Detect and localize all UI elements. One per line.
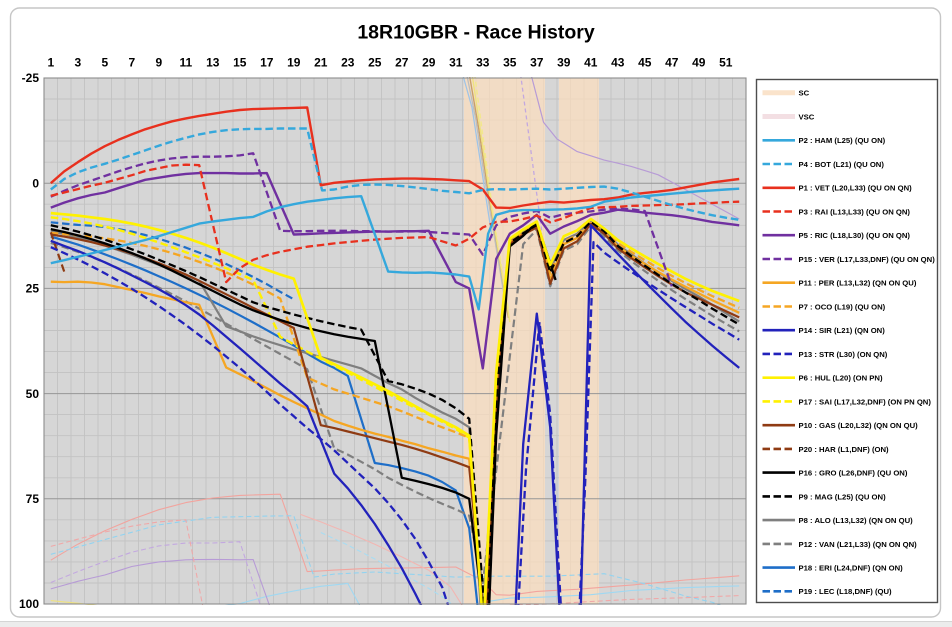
svg-text:27: 27 [395, 56, 409, 70]
svg-text:P17 : SAI (L17,L32,DNF) (ON PN: P17 : SAI (L17,L32,DNF) (ON PN QN) [799, 397, 932, 406]
svg-text:P4 : BOT (L21) (QU ON): P4 : BOT (L21) (QU ON) [799, 160, 885, 169]
svg-text:5: 5 [101, 56, 108, 70]
svg-text:P5 : RIC (L18,L30) (QU ON QN): P5 : RIC (L18,L30) (QU ON QN) [799, 231, 911, 240]
svg-text:18R10GBR - Race History: 18R10GBR - Race History [357, 22, 594, 44]
svg-text:P10 : GAS (L20,L32) (QN ON QU): P10 : GAS (L20,L32) (QN ON QU) [799, 421, 919, 430]
svg-text:33: 33 [476, 56, 490, 70]
svg-text:VSC: VSC [799, 112, 815, 121]
svg-text:3: 3 [74, 56, 81, 70]
svg-text:100: 100 [19, 597, 39, 611]
svg-text:1: 1 [47, 56, 54, 70]
svg-text:75: 75 [26, 492, 40, 506]
svg-text:43: 43 [611, 56, 625, 70]
svg-text:P1 : VET (L20,L33) (QU ON QN): P1 : VET (L20,L33) (QU ON QN) [799, 184, 913, 193]
svg-text:11: 11 [179, 56, 192, 70]
svg-text:P8 : ALO (L13,L32) (QN ON QU): P8 : ALO (L13,L32) (QN ON QU) [799, 516, 914, 525]
svg-text:39: 39 [557, 56, 571, 70]
svg-text:P18 : ERI (L24,DNF) (QN ON): P18 : ERI (L24,DNF) (QN ON) [799, 564, 904, 573]
svg-text:13: 13 [206, 56, 220, 70]
svg-text:21: 21 [314, 56, 328, 70]
svg-text:19: 19 [287, 56, 301, 70]
svg-text:P16 : GRO (L26,DNF) (QU ON): P16 : GRO (L26,DNF) (QU ON) [799, 469, 908, 478]
svg-text:31: 31 [449, 56, 463, 70]
svg-text:45: 45 [638, 56, 652, 70]
svg-text:23: 23 [341, 56, 355, 70]
svg-text:29: 29 [422, 56, 436, 70]
svg-text:-25: -25 [22, 71, 40, 85]
svg-text:P6 : HUL (L20) (ON PN): P6 : HUL (L20) (ON PN) [799, 374, 883, 383]
svg-text:P11 : PER (L13,L32) (QN ON QU): P11 : PER (L13,L32) (QN ON QU) [799, 279, 917, 288]
svg-text:37: 37 [530, 56, 544, 70]
svg-text:SC: SC [799, 89, 810, 98]
svg-text:25: 25 [26, 282, 40, 296]
svg-text:51: 51 [719, 56, 733, 70]
svg-text:0: 0 [32, 176, 39, 190]
svg-text:41: 41 [584, 56, 598, 70]
svg-text:P2 : HAM (L25) (QU ON): P2 : HAM (L25) (QU ON) [799, 136, 886, 145]
svg-text:50: 50 [26, 387, 40, 401]
svg-text:25: 25 [368, 56, 382, 70]
svg-text:P19 : LEC (L18,DNF) (QU): P19 : LEC (L18,DNF) (QU) [799, 587, 893, 596]
svg-text:49: 49 [692, 56, 706, 70]
svg-text:17: 17 [260, 56, 274, 70]
svg-text:P15 : VER (L17,L33,DNF) (QU ON: P15 : VER (L17,L33,DNF) (QU ON QN) [799, 255, 936, 264]
svg-text:7: 7 [128, 56, 135, 70]
svg-text:P13 : STR (L30) (ON QN): P13 : STR (L30) (ON QN) [799, 350, 888, 359]
svg-text:P14 : SIR (L21) (QN ON): P14 : SIR (L21) (QN ON) [799, 326, 886, 335]
svg-text:P7 : OCO (L19) (QU ON): P7 : OCO (L19) (QU ON) [799, 302, 886, 311]
svg-text:15: 15 [233, 56, 247, 70]
svg-text:P3 : RAI (L13,L33) (QU ON QN): P3 : RAI (L13,L33) (QU ON QN) [799, 207, 911, 216]
svg-text:9: 9 [155, 56, 162, 70]
svg-text:P12 : VAN (L21,L33) (QN ON QN): P12 : VAN (L21,L33) (QN ON QN) [799, 540, 918, 549]
svg-text:P20 : HAR (L1,DNF) (ON): P20 : HAR (L1,DNF) (ON) [799, 445, 890, 454]
svg-text:35: 35 [503, 56, 517, 70]
svg-text:47: 47 [665, 56, 679, 70]
svg-text:P9 : MAG (L25) (QU ON): P9 : MAG (L25) (QU ON) [799, 492, 887, 501]
